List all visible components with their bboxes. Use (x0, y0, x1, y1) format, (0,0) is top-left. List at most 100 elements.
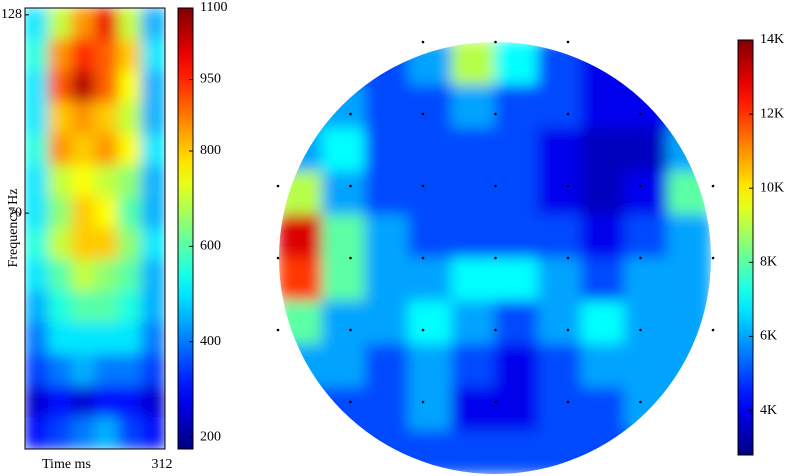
electrode (711, 184, 715, 188)
contour-cell (141, 39, 165, 72)
contour-cell (94, 165, 119, 198)
contour-cell (321, 257, 366, 302)
contour-cell (94, 385, 119, 418)
contour-cell (580, 300, 626, 345)
contour-cell (25, 228, 49, 261)
contour-cell (537, 127, 582, 173)
contour-cell (94, 39, 119, 72)
contour-cell (451, 387, 496, 432)
contour-cell (141, 417, 165, 449)
contour-cell (25, 70, 49, 103)
contour-cell (279, 127, 323, 173)
colorbar-tick-label: 400 (200, 334, 221, 349)
contour-cell (624, 257, 669, 302)
contour-cell (537, 84, 582, 129)
electrode (276, 328, 280, 332)
contour-cell (141, 165, 165, 198)
contour-cell (494, 214, 539, 259)
contour-cell (71, 39, 96, 72)
contour-cell (408, 343, 453, 389)
contour-cell (580, 214, 626, 259)
contour-cell (494, 84, 539, 129)
contour-cell (117, 70, 143, 103)
electrode (276, 256, 280, 260)
contour-cell (117, 385, 143, 418)
contour-cell (624, 387, 669, 432)
contour-cell (141, 385, 165, 418)
electrode (566, 400, 570, 404)
colorbar-tick-label: 1100 (200, 0, 227, 15)
electrode (639, 184, 642, 188)
colorbar-tick-label: 950 (200, 72, 221, 87)
contour-cell (25, 165, 49, 198)
contour-cell (580, 257, 626, 302)
contour-cell (25, 291, 49, 324)
contour-cell (580, 127, 626, 173)
contour-cell (321, 343, 366, 389)
contour-cell (47, 228, 73, 261)
contour-cell (408, 214, 453, 259)
electrode (349, 328, 352, 332)
contour-cell (279, 84, 323, 129)
contour-cell (667, 171, 711, 216)
contour-cell (141, 133, 165, 166)
colorbar-tick-label: 8K (760, 255, 777, 270)
contour-cell (47, 385, 73, 418)
contour-cell (47, 8, 73, 40)
contour-cell (117, 196, 143, 229)
contour-cell (667, 214, 711, 259)
contour-cell (494, 171, 539, 216)
contour-cell (580, 343, 626, 389)
contour-cell (364, 300, 410, 345)
electrode (639, 400, 642, 404)
electrode (494, 112, 497, 116)
contour-cell (537, 343, 582, 389)
contour-cell (117, 165, 143, 198)
electrode (566, 40, 570, 44)
contour-cell (364, 387, 410, 432)
y-tick-label: 128 (1, 7, 22, 22)
contour-cell (71, 8, 96, 40)
contour-cell (71, 417, 96, 449)
contour-cell (25, 8, 49, 40)
contour-cell (667, 343, 711, 389)
contour-cell (537, 387, 582, 432)
y-tick-label: 70 (8, 205, 22, 220)
contour-cell (408, 300, 453, 345)
contour-cell (580, 387, 626, 432)
contour-cell (364, 257, 410, 302)
contour-cell (71, 228, 96, 261)
electrode (494, 328, 497, 332)
contour-cell (451, 430, 496, 474)
contour-cell (117, 133, 143, 166)
contour-cell (451, 343, 496, 389)
contour-cell (321, 387, 366, 432)
contour-cell (537, 430, 582, 474)
contour-cell (141, 354, 165, 387)
electrode (349, 184, 352, 188)
contour-cell (141, 322, 165, 355)
colorbar-tick-label: 10K (760, 180, 784, 195)
electrode (566, 184, 570, 188)
contour-cell (451, 214, 496, 259)
electrode (276, 184, 280, 188)
colorbar-tick-label: 200 (200, 429, 221, 444)
contour-cell (47, 417, 73, 449)
electrode (566, 112, 570, 116)
contour-cell (117, 354, 143, 387)
contour-cell (25, 417, 49, 449)
contour-cell (537, 42, 582, 86)
contour-cell (94, 8, 119, 40)
contour-cell (667, 300, 711, 345)
contour-cell (451, 171, 496, 216)
contour-cell (141, 228, 165, 261)
contour-cell (25, 322, 49, 355)
contour-cell (624, 300, 669, 345)
contour-cell (279, 343, 323, 389)
contour-cell (667, 127, 711, 173)
colorbar (177, 7, 194, 450)
colorbar-tick-label: 6K (760, 329, 777, 344)
contour-cell (364, 214, 410, 259)
contour-cell (321, 430, 366, 474)
